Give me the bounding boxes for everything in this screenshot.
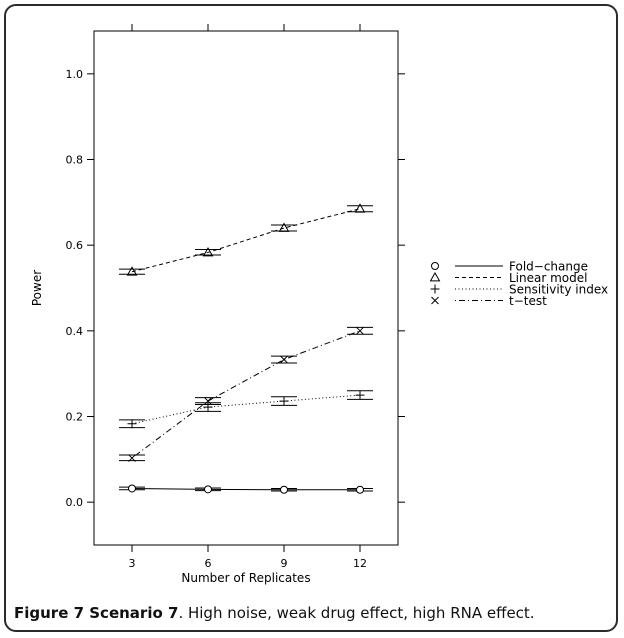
plot-area xyxy=(93,30,399,546)
data-point xyxy=(280,355,288,364)
caption-label: Figure 7 Scenario 7 xyxy=(14,604,179,622)
axes: 3 6 9 12 0.0 0.2 0.4 0.6 0.8 1.0 xyxy=(66,24,405,570)
figure-caption: Figure 7 Scenario 7. High noise, weak dr… xyxy=(14,604,614,622)
legend-item-2: Sensitivity index xyxy=(430,283,608,297)
series-2 xyxy=(119,390,373,429)
series-3 xyxy=(119,326,373,462)
legend-label: Fold−change xyxy=(509,260,588,274)
series-line xyxy=(131,330,361,459)
data-point xyxy=(126,266,138,276)
legend-item-0: Fold−change xyxy=(431,260,588,274)
x-tick-label: 6 xyxy=(205,557,212,570)
data-point xyxy=(356,326,364,335)
series-layer xyxy=(119,203,373,494)
data-point xyxy=(204,397,212,405)
y-tick-label: 0.2 xyxy=(66,411,84,424)
figure-frame xyxy=(4,4,618,632)
legend-label: t−test xyxy=(509,294,547,308)
data-point xyxy=(355,390,365,400)
data-point xyxy=(127,419,137,429)
series-line xyxy=(131,394,361,425)
y-tick-label: 1.0 xyxy=(66,68,84,81)
legend-item-3: t−test xyxy=(431,294,547,308)
data-point xyxy=(202,246,214,257)
legend-marker xyxy=(431,296,439,305)
legend-marker xyxy=(430,284,440,294)
data-point xyxy=(278,222,290,232)
x-tick-label: 12 xyxy=(353,557,367,570)
data-point xyxy=(354,203,366,213)
data-point xyxy=(204,485,212,494)
data-point xyxy=(356,485,364,494)
caption-text: . High noise, weak drug effect, high RNA… xyxy=(178,604,535,622)
series-1 xyxy=(119,203,373,276)
data-point xyxy=(279,396,289,406)
data-point xyxy=(280,485,288,494)
x-tick-label: 9 xyxy=(281,557,288,570)
series-0 xyxy=(119,484,373,494)
y-tick-label: 0.0 xyxy=(66,496,84,509)
y-axis-title: Power xyxy=(30,270,44,306)
power-chart: 3 6 9 12 0.0 0.2 0.4 0.6 0.8 1.0 Fold−changeLinea… xyxy=(30,24,608,585)
legend-label: Linear model xyxy=(509,271,587,285)
x-tick-label: 3 xyxy=(129,557,136,570)
legend-marker xyxy=(429,271,441,282)
y-tick-label: 0.6 xyxy=(66,239,84,252)
x-axis-title: Number of Replicates xyxy=(181,571,310,585)
y-tick-label: 0.4 xyxy=(66,325,84,338)
data-point xyxy=(128,484,136,493)
legend-label: Sensitivity index xyxy=(509,283,608,297)
y-tick-label: 0.8 xyxy=(66,154,84,167)
legend-marker xyxy=(431,262,439,270)
data-point xyxy=(128,454,136,462)
legend-item-1: Linear model xyxy=(429,271,587,285)
series-line xyxy=(131,487,360,491)
series-line xyxy=(131,208,361,273)
